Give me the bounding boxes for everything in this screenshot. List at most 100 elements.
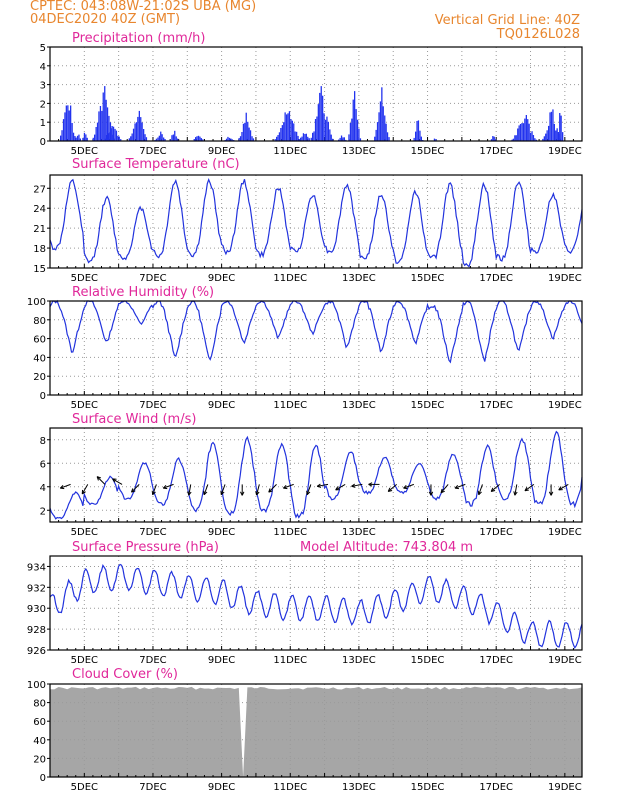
precip-bar <box>112 126 115 141</box>
series-line <box>49 299 583 364</box>
panel-1 <box>47 46 583 142</box>
precip-bar <box>118 136 120 141</box>
precip-bar <box>351 118 353 141</box>
wind-arrow-head <box>368 483 373 487</box>
precip-bar <box>324 119 327 141</box>
precip-bar <box>560 115 562 141</box>
x-tick-label: 9DEC <box>208 527 235 538</box>
wind-arrow-head <box>59 484 64 489</box>
precip-bar <box>280 128 282 141</box>
x-tick-label: 15DEC <box>411 527 445 538</box>
wind-arrow-head <box>131 490 136 493</box>
y-tick-label: 40 <box>33 736 46 747</box>
precip-bar <box>386 132 389 141</box>
wind-arrow <box>240 484 245 496</box>
precip-bar <box>419 130 421 141</box>
y-tick-label: 27 <box>33 184 46 195</box>
wind-arrow <box>403 483 414 490</box>
wind-arrow-shaft <box>558 483 569 491</box>
precip-bar <box>375 129 377 141</box>
precip-bar <box>490 139 493 141</box>
wind-arrow-shaft <box>163 483 174 489</box>
y-tick-label: 8 <box>40 436 46 447</box>
y-tick-label: 928 <box>27 625 46 636</box>
precip-bar <box>278 132 281 141</box>
y-tick-label: 926 <box>27 646 46 657</box>
y-tick-label: 20 <box>33 754 46 765</box>
wind-arrow-shaft <box>283 483 294 489</box>
x-tick-label: 5DEC <box>71 400 98 411</box>
wind-arrow-shaft <box>478 484 483 495</box>
wind-arrow-head <box>550 491 554 496</box>
precip-bar <box>535 139 537 141</box>
precip-bar <box>381 87 383 141</box>
precip-bar <box>546 130 548 141</box>
wind-arrow-head <box>351 483 356 487</box>
x-tick-label: 5DEC <box>71 782 98 793</box>
precip-bar <box>71 123 73 141</box>
x-tick-label: 7DEC <box>139 655 166 666</box>
y-tick-label: 2 <box>40 506 46 517</box>
precip-bar <box>169 139 172 141</box>
wind-arrow-shaft <box>188 484 192 496</box>
precip-bar <box>61 130 63 141</box>
precip-bar <box>339 137 341 141</box>
precip-bar <box>317 104 319 141</box>
precip-bar <box>202 139 204 141</box>
precip-bar <box>293 123 295 141</box>
y-tick-label: 24 <box>33 204 46 215</box>
precip-bar <box>158 135 160 141</box>
wind-arrow-shaft <box>81 484 89 495</box>
series-line <box>49 430 583 520</box>
precip-bar <box>111 126 113 141</box>
panel-frame <box>49 683 583 778</box>
precip-bar <box>543 136 545 141</box>
precip-bar <box>322 95 324 141</box>
precip-bar <box>155 138 158 141</box>
precip-bar <box>247 121 249 141</box>
wind-arrow-shaft <box>317 483 329 487</box>
precip-bar <box>545 133 547 141</box>
precip-bar <box>284 112 286 141</box>
wind-arrow-head <box>403 484 407 489</box>
precip-bar <box>145 137 148 141</box>
precip-bar <box>248 127 250 141</box>
grid-line-header: Vertical Grid Line: 40Z <box>434 13 580 28</box>
panel-title: Surface Temperature (nC) <box>72 157 240 172</box>
precip-bar <box>308 138 310 141</box>
run-date-header: 04DEC2020 40Z (GMT) <box>30 12 181 27</box>
precip-bar <box>117 135 119 141</box>
wind-arrow-head <box>478 491 482 496</box>
precip-bar <box>288 111 291 141</box>
wind-arrow-head <box>255 491 258 496</box>
precip-bar <box>231 139 233 141</box>
precip-bar <box>354 91 356 141</box>
x-tick-label: 13DEC <box>342 273 376 284</box>
precip-bar <box>251 136 253 141</box>
x-tick-label: 9DEC <box>208 655 235 666</box>
precip-bar <box>62 119 65 141</box>
precip-bar <box>177 138 179 141</box>
precip-bar <box>376 122 379 141</box>
precip-bar <box>511 139 513 141</box>
x-tick-label: 15DEC <box>411 273 445 284</box>
model-header: TQ0126L028 <box>496 27 580 42</box>
x-tick-label: 17DEC <box>479 655 513 666</box>
precip-bar <box>242 123 245 141</box>
wind-arrow <box>440 484 449 494</box>
precip-bar <box>287 113 289 141</box>
precip-bar <box>553 123 555 141</box>
precip-bar <box>296 131 298 141</box>
precip-bar <box>374 136 376 141</box>
panel-frame <box>49 555 583 651</box>
precip-bar <box>415 131 417 141</box>
precip-bar <box>358 128 360 141</box>
cloud-cover-area <box>50 686 582 777</box>
precip-bar <box>355 109 357 141</box>
panel-title: Relative Humidity (%) <box>72 285 214 300</box>
precip-bar <box>175 136 177 141</box>
precip-bar <box>517 128 519 141</box>
precip-bar <box>534 138 536 141</box>
wind-arrow-shaft <box>440 484 449 494</box>
